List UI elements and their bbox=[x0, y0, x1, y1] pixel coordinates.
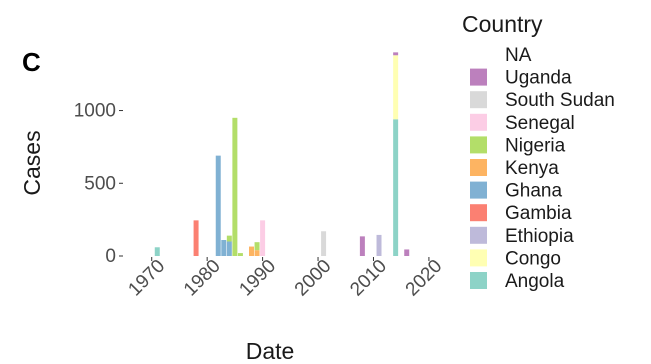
bar-segment-nigeria bbox=[226, 235, 232, 242]
legend-label-ghana: Ghana bbox=[505, 181, 562, 202]
bar-segment-nigeria bbox=[232, 117, 238, 256]
bar-segment-uganda bbox=[404, 249, 410, 256]
x-tick-label: 2020 bbox=[402, 256, 447, 301]
y-tick-label: 1000 bbox=[74, 101, 116, 122]
x-tick-label: 2010 bbox=[346, 256, 391, 301]
legend-label-uganda: Uganda bbox=[505, 68, 572, 89]
bar-segment-uganda bbox=[393, 52, 399, 56]
x-axis-title: Date bbox=[246, 338, 295, 364]
legend-label-congo: Congo bbox=[505, 248, 561, 269]
bar-segment-angola bbox=[154, 247, 160, 256]
bar-segment-kenya bbox=[254, 250, 260, 256]
x-tick-label: 2000 bbox=[291, 256, 336, 301]
legend-key-nigeria bbox=[470, 136, 487, 154]
legend-label-south-sudan: South Sudan bbox=[505, 90, 615, 111]
bar-segment-ghana bbox=[226, 241, 232, 256]
legend-label-kenya: Kenya bbox=[505, 158, 559, 179]
legend-key-uganda bbox=[470, 68, 487, 86]
legend-label-gambia: Gambia bbox=[505, 203, 572, 224]
legend-label-nigeria: Nigeria bbox=[505, 135, 566, 156]
y-tick-label: 0 bbox=[105, 246, 116, 267]
y-tick-label: 500 bbox=[84, 173, 116, 194]
bar-segment-nigeria bbox=[254, 242, 260, 251]
bar-segment-south-sudan bbox=[321, 231, 327, 256]
legend-title: Country bbox=[462, 11, 543, 37]
panel-label: C bbox=[22, 47, 41, 77]
x-tick-label: 1980 bbox=[180, 256, 225, 301]
legend-key-south-sudan bbox=[470, 91, 487, 109]
legend-key-angola bbox=[470, 272, 487, 289]
legend-label-senegal: Senegal bbox=[505, 113, 575, 134]
bar-segment-angola bbox=[393, 119, 399, 257]
legend-label-na: NA bbox=[505, 45, 532, 66]
legend-label-angola: Angola bbox=[505, 271, 565, 292]
legend-key-congo bbox=[470, 249, 487, 267]
bar-segment-kenya bbox=[249, 246, 254, 256]
bar-segment-gambia bbox=[193, 220, 199, 256]
legend-key-ethiopia bbox=[470, 226, 487, 244]
y-axis-title: Cases bbox=[19, 130, 45, 195]
legend-key-kenya bbox=[470, 159, 487, 176]
legend-label-ethiopia: Ethiopia bbox=[505, 226, 574, 247]
legend-key-na bbox=[470, 46, 487, 63]
legend-key-senegal bbox=[470, 113, 487, 131]
x-tick-label: 1970 bbox=[124, 256, 169, 301]
bar-segment-congo bbox=[393, 55, 399, 120]
legend-key-gambia bbox=[470, 204, 487, 222]
legend-key-ghana bbox=[470, 181, 487, 199]
bar-segment-nigeria bbox=[237, 253, 243, 256]
bar-segment-ethiopia bbox=[376, 234, 382, 256]
x-tick-label: 1990 bbox=[235, 256, 280, 301]
bar-segment-ghana bbox=[221, 240, 227, 256]
bar-segment-senegal bbox=[260, 220, 266, 256]
bar-segment-uganda bbox=[359, 236, 365, 256]
plot-area: 0 500 1000 1970 1980 1990 2000 2010 2020 bbox=[74, 52, 447, 301]
bar-segment-ghana bbox=[215, 155, 221, 256]
